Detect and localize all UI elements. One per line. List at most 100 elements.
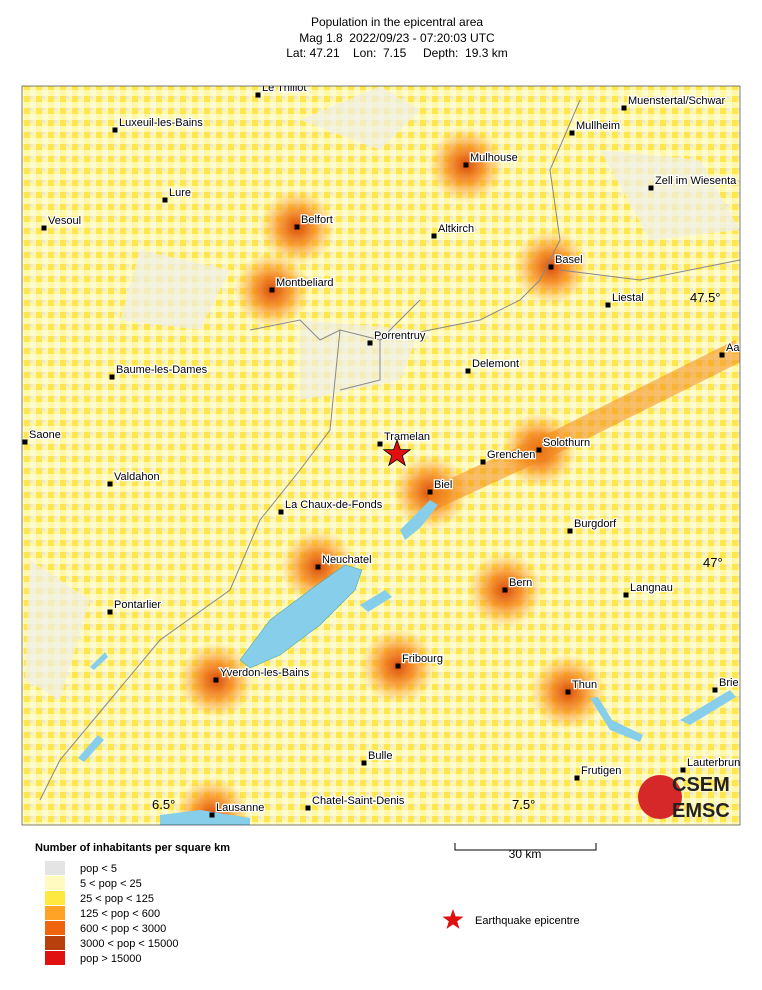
legend-swatch [45,936,65,950]
city-marker [107,481,113,487]
lake [590,690,736,742]
city-label: La Chaux-de-Fonds [285,499,383,511]
city-label: Grenchen [487,449,535,461]
urban-corridor [425,340,740,510]
city-marker [213,677,219,683]
city-marker [112,127,118,133]
legend-swatch [45,861,65,875]
city-marker [41,225,47,231]
city-label: Fribourg [402,653,443,665]
city-marker [569,130,575,136]
city-marker [623,592,629,598]
city-label: Brie [719,677,739,689]
logo-text: CSEM [672,774,730,796]
subtitle: Lat: 47.21 Lon: 7.15 Depth: 19.3 km [286,46,507,60]
legend-swatch [45,951,65,965]
legend-label: pop > 15000 [80,953,141,965]
city-label: Aar [726,342,743,354]
border [39,99,740,801]
city-marker [680,767,686,773]
city-marker [712,687,718,693]
legend-title: Number of inhabitants per square km [35,842,230,854]
scale-bar [454,843,597,851]
city-label: Mullheim [576,120,620,132]
city-marker [22,439,28,445]
city-marker [548,264,554,270]
legend-star [442,909,464,929]
city-marker [109,374,115,380]
city-marker [427,489,433,495]
city-label: Tramelan [384,431,430,443]
city-marker [278,509,284,515]
city-marker [502,587,508,593]
map-frame [21,85,741,826]
city-marker [719,352,725,358]
city-label: Burgdorf [574,518,617,530]
legend: pop < 5 5 < pop < 25 25 < pop < 125 125 < p… [45,861,178,965]
city-marker [567,528,573,534]
city-label: Vesoul [48,215,81,227]
city-label: Valdahon [114,471,160,483]
city-marker [536,447,542,453]
city-label: Baume-les-Dames [116,364,208,376]
city-label: Liestal [612,292,644,304]
city-label: Altkirch [438,223,474,235]
city-label: Porrentruy [374,330,426,342]
city-marker [269,287,275,293]
city-marker [255,92,261,98]
city-marker [209,812,215,818]
map: Le Thillot Luxeuil-les-Bains Muenstertal/S… [22,82,746,825]
epicentre-label: Earthquake epicentre [475,915,580,927]
city-marker [107,609,113,615]
logo-globe [638,775,682,819]
legend-label: 600 < pop < 3000 [80,923,166,935]
population-layer [22,86,740,825]
city-label: Thun [572,679,597,691]
grid-labels: 47.5° 47° 6.5° 7.5° [152,290,723,812]
legend-swatch [45,906,65,920]
grid-label: 6.5° [152,797,175,812]
city-label: Langnau [630,582,673,594]
city-label: Belfort [301,214,333,226]
legend-label: 5 < pop < 25 [80,878,142,890]
city-marker [294,224,300,230]
city-label: Saone [29,429,61,441]
city-label: Muenstertal/Schwar [628,95,726,107]
city-marker [463,162,469,168]
logo-text: EMSC [672,800,730,822]
city-marker [465,368,471,374]
title: Population in the epicentral area [311,15,483,29]
grid-label: 7.5° [512,797,535,812]
legend-swatch [45,891,65,905]
subtitle: Mag 1.8 2022/09/23 - 07:20:03 UTC [299,31,495,45]
city-label: Frutigen [581,765,621,777]
city-label: Mulhouse [470,152,518,164]
scale-label: 30 km [509,847,542,861]
city-marker [574,775,580,781]
city-marker [367,340,373,346]
city-label: Lauterbrunn [687,757,746,769]
city-marker [305,805,311,811]
city-label: Bulle [368,750,392,762]
city-label: Pontarlier [114,599,161,611]
city-marker [648,185,654,191]
lake [239,564,363,669]
legend-label: 125 < pop < 600 [80,908,160,920]
cities: Le Thillot Luxeuil-les-Bains Muenstertal/S… [22,82,746,818]
lake [160,810,250,825]
city-label: Montbeliard [276,277,333,289]
legend-swatch [45,921,65,935]
city-label: Biel [434,479,452,491]
city-marker [361,760,367,766]
city-marker [395,663,401,669]
city-marker [377,441,383,447]
city-label: Le Thillot [262,82,306,94]
city-marker [162,197,168,203]
city-label: Chatel-Saint-Denis [312,795,405,807]
grid-label: 47° [703,555,723,570]
urban-areas [174,127,740,825]
city-marker [480,459,486,465]
lake [400,500,438,540]
logo: CSEM EMSC [638,774,730,822]
